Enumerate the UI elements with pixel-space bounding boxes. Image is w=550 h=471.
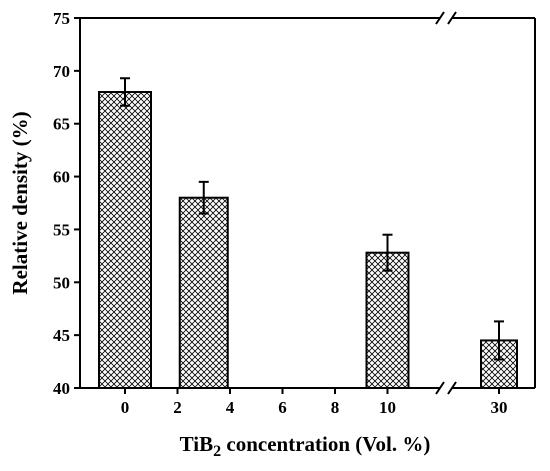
y-tick-label: 65 <box>53 115 70 134</box>
x-tick-label: 8 <box>331 398 340 417</box>
y-tick-label: 40 <box>53 379 70 398</box>
y-tick-label: 75 <box>53 9 70 28</box>
axis-break-bottom-a <box>435 381 445 395</box>
x-axis-title: TiB2 concentration (Vol. %) <box>180 432 431 460</box>
y-tick-label: 55 <box>53 220 70 239</box>
axis-break-top-b <box>447 11 457 25</box>
bar-0 <box>98 91 152 389</box>
y-tick-label: 50 <box>53 273 70 292</box>
axis-break-top-a <box>435 11 445 25</box>
x-tick-label: 4 <box>226 398 235 417</box>
axis-break-bottom-b <box>447 381 457 395</box>
x-tick-label: 10 <box>379 398 396 417</box>
x-tick-label: 0 <box>121 398 130 417</box>
x-tick-label: 2 <box>173 398 182 417</box>
bar-2-4 <box>178 196 229 389</box>
y-tick-label: 60 <box>53 168 70 187</box>
x-tick-label: 6 <box>278 398 287 417</box>
y-tick-label: 45 <box>53 326 70 345</box>
y-tick-label: 70 <box>53 62 70 81</box>
bar-10 <box>365 251 410 389</box>
y-axis-title: Relative density (%) <box>8 111 32 294</box>
x-tick-label: 30 <box>491 398 508 417</box>
